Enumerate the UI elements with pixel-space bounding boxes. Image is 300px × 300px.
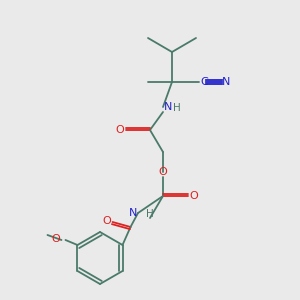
Text: O: O bbox=[190, 191, 198, 201]
Text: C: C bbox=[200, 77, 208, 87]
Text: O: O bbox=[116, 125, 124, 135]
Text: O: O bbox=[52, 234, 61, 244]
Text: H: H bbox=[173, 103, 181, 113]
Text: N: N bbox=[164, 102, 172, 112]
Text: N: N bbox=[222, 77, 230, 87]
Text: O: O bbox=[102, 216, 111, 226]
Text: H: H bbox=[146, 209, 154, 219]
Text: O: O bbox=[159, 167, 167, 177]
Text: N: N bbox=[129, 208, 137, 218]
